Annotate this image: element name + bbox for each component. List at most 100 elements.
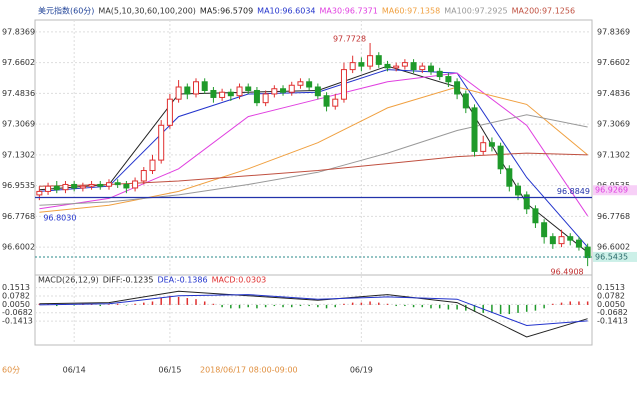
candle-body — [314, 86, 321, 97]
candle-body — [158, 124, 165, 161]
legend-text: MA30:96.7371 — [320, 7, 378, 16]
y-tick-label: 97.1302 — [2, 150, 35, 159]
candle-body — [549, 236, 556, 245]
crosshair-label: 2018/06/17 08:00-09:00 — [200, 366, 298, 375]
y-tick-label: 97.8369 — [2, 27, 35, 36]
y-tick-label-right: 0.0782 — [597, 291, 625, 300]
candle-body — [253, 89, 260, 104]
x-tick-label: 06/19 — [350, 366, 373, 375]
candle-body — [515, 185, 522, 196]
candle-body — [497, 145, 504, 170]
candle-body — [236, 86, 243, 97]
candle-body — [62, 183, 69, 191]
candle-body — [358, 62, 365, 67]
candle-body — [488, 142, 495, 147]
y-tick-label: 0.0782 — [2, 291, 30, 300]
candle-body — [123, 183, 130, 189]
y-tick-label-right: 97.8369 — [597, 27, 630, 36]
y-tick-label: 97.3069 — [2, 120, 35, 129]
candle-body — [419, 65, 426, 71]
legend-text: 美元指数(60分) — [38, 6, 94, 16]
x-tick-label: 06/14 — [63, 366, 86, 375]
x-tick-label: 06/15 — [158, 366, 181, 375]
candle-body — [79, 185, 86, 189]
indicator-line — [39, 69, 588, 248]
candle-body — [471, 107, 478, 152]
y-tick-label: 0.1513 — [2, 283, 30, 292]
candle-body — [184, 86, 191, 95]
candle-body — [201, 81, 208, 91]
legend-text: MA60:97.1358 — [382, 7, 440, 16]
candle-body — [88, 183, 95, 187]
period-label: 60分 — [2, 366, 20, 375]
legend-text: MACD(26,12,9) — [38, 276, 99, 285]
candle-body — [288, 84, 295, 93]
candle-body — [219, 91, 226, 98]
candle-body — [410, 62, 417, 71]
legend-text: MA200:97.1256 — [512, 7, 575, 16]
candle-body — [367, 55, 374, 67]
candle-body — [36, 190, 43, 196]
indicator-line — [39, 86, 588, 213]
candle-body — [340, 69, 347, 100]
y-tick-label: 96.9535 — [2, 181, 35, 190]
plot-frame — [34, 19, 593, 346]
indicator-line — [39, 114, 588, 206]
y-tick-label-right: 96.6002 — [597, 243, 630, 252]
candle-body — [558, 236, 565, 245]
candle-body — [375, 55, 382, 65]
candle-body — [506, 168, 513, 187]
annotation: 96.4908 — [551, 268, 584, 277]
y-tick-label: 0.0050 — [2, 300, 30, 309]
candle-body — [97, 183, 104, 187]
candle-body — [262, 93, 269, 104]
candle-body — [114, 182, 121, 185]
candle-body — [149, 159, 156, 172]
y-tick-label: 97.6602 — [2, 58, 35, 67]
y-tick-label-right: 97.1302 — [597, 150, 630, 159]
candle-body — [523, 194, 530, 210]
candle-body — [454, 81, 461, 95]
y-tick-label-right: -0.0682 — [597, 308, 628, 317]
y-tick-label-right: 97.3069 — [597, 120, 630, 129]
candle-body — [584, 246, 591, 259]
legend-text: MA(5,10,30,60,100,200) — [98, 7, 196, 16]
y-tick-label: 97.4836 — [2, 89, 35, 98]
price-tag-bg — [593, 251, 637, 262]
y-tick-label-right: 0.1513 — [597, 283, 625, 292]
legend-text: DIFF:-0.1235 — [103, 276, 154, 285]
candle-body — [567, 236, 574, 241]
y-tick-label-right: -0.1413 — [597, 317, 628, 326]
y-tick-label-right: 97.6602 — [597, 58, 630, 67]
indicator-line — [39, 294, 588, 327]
candle-body — [175, 86, 182, 100]
h-line-label: 96.8849 — [557, 187, 590, 196]
candle-body — [140, 170, 147, 182]
y-tick-label-right: 96.7768 — [597, 212, 630, 221]
candle-body — [132, 180, 139, 189]
candle-body — [193, 81, 200, 95]
annotation: 97.7728 — [333, 35, 366, 44]
price-tag: 96.5435 — [595, 252, 628, 261]
candle-body — [401, 62, 408, 67]
candle-body — [271, 88, 278, 95]
indicator-line — [39, 290, 588, 338]
y-tick-label-right: 0.0050 — [597, 300, 625, 309]
candle-body — [445, 76, 452, 83]
y-tick-label: -0.0682 — [2, 308, 33, 317]
candle-body — [332, 98, 339, 107]
legend-text: MA10:96.6034 — [257, 7, 315, 16]
y-tick-label-right: 97.4836 — [597, 89, 630, 98]
candle-body — [349, 62, 356, 71]
legend-text: DEA:-0.1386 — [157, 276, 207, 285]
y-tick-label: -0.1413 — [2, 317, 33, 326]
candle-body — [297, 81, 304, 86]
candle-body — [280, 88, 287, 93]
candle-body — [53, 185, 60, 191]
candle-body — [71, 183, 78, 189]
candle-body — [227, 91, 234, 97]
indicator-line — [39, 72, 589, 217]
annotation: 96.8030 — [43, 213, 76, 222]
candle-body — [427, 65, 434, 72]
